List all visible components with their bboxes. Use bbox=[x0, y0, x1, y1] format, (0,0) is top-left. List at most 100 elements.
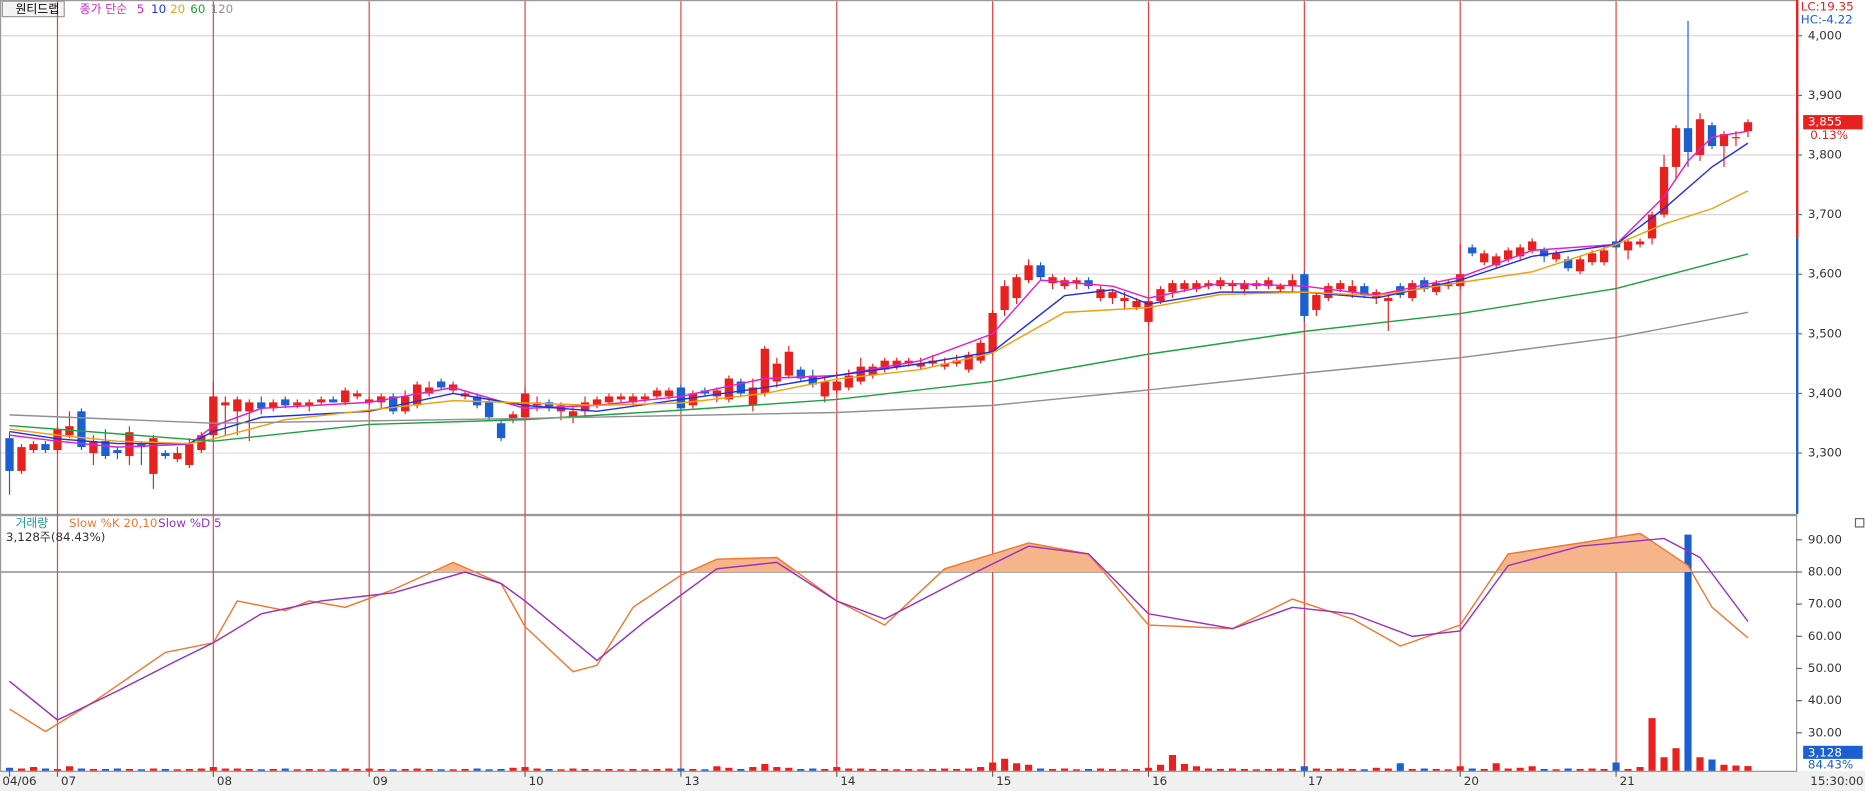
candle-body bbox=[53, 429, 62, 451]
candle-body bbox=[1228, 283, 1237, 287]
hc-label: HC:-4.22 bbox=[1801, 13, 1853, 27]
volume-bar bbox=[1432, 768, 1440, 771]
candle-body bbox=[832, 381, 841, 391]
candle-body bbox=[676, 387, 686, 409]
legend-entry[interactable]: 120 bbox=[211, 2, 234, 16]
candle-body bbox=[484, 402, 494, 418]
volume-bar bbox=[1720, 764, 1728, 771]
volume-bar bbox=[1144, 767, 1153, 771]
candle-body bbox=[1240, 283, 1249, 290]
volume-bar bbox=[1600, 768, 1608, 771]
volume-bar bbox=[221, 768, 229, 771]
volume-bar bbox=[677, 768, 685, 771]
candle-body bbox=[1587, 253, 1597, 263]
candle-body bbox=[1012, 277, 1021, 299]
volume-bar bbox=[461, 768, 469, 771]
volume-bar bbox=[581, 768, 589, 771]
volume-bar bbox=[401, 768, 409, 771]
volume-bar bbox=[1396, 763, 1404, 771]
candle-body bbox=[1180, 283, 1189, 290]
y-tick-label: 3,500 bbox=[1808, 326, 1842, 340]
volume-info: 3,128주(84.43%) bbox=[6, 530, 105, 544]
x-tick-label: 15 bbox=[996, 774, 1011, 788]
volume-bar bbox=[713, 766, 721, 771]
candle-body bbox=[976, 342, 985, 361]
volume-bar bbox=[1528, 766, 1536, 771]
x-tick-label: 09 bbox=[373, 774, 388, 788]
candle-body bbox=[1695, 119, 1705, 155]
volume-bar bbox=[929, 768, 937, 771]
volume-bar bbox=[1348, 768, 1356, 771]
candle-body bbox=[1264, 280, 1273, 287]
candle-body bbox=[1060, 280, 1069, 287]
legend-entry[interactable]: 10 bbox=[151, 2, 166, 16]
volume-bar bbox=[1744, 766, 1752, 771]
candle-body bbox=[233, 399, 242, 412]
candle-body bbox=[856, 366, 865, 382]
candle-body bbox=[1312, 295, 1321, 310]
candle-body bbox=[412, 384, 422, 406]
candle-body bbox=[281, 399, 290, 406]
candle-body bbox=[664, 390, 674, 397]
volume-bar bbox=[305, 768, 313, 771]
volume-bar bbox=[1276, 768, 1284, 771]
volume-bar bbox=[1049, 768, 1057, 771]
candle-body bbox=[377, 396, 386, 403]
volume-bar bbox=[881, 768, 889, 771]
volume-bar bbox=[1037, 768, 1045, 771]
candle-body bbox=[1192, 283, 1201, 290]
volume-bar bbox=[905, 768, 913, 771]
legend-entry[interactable]: 60 bbox=[190, 2, 205, 16]
volume-bar bbox=[821, 768, 829, 771]
volume-bar bbox=[1588, 768, 1596, 771]
volume-bar bbox=[77, 768, 86, 771]
title-box[interactable] bbox=[1, 0, 65, 18]
volume-bar bbox=[1312, 768, 1320, 771]
volume-bar bbox=[1612, 762, 1620, 771]
candle-body bbox=[89, 441, 98, 454]
panel-toggle[interactable] bbox=[1854, 518, 1865, 528]
volume-bar bbox=[1492, 763, 1500, 771]
volume-bar bbox=[869, 768, 877, 771]
volume-bar bbox=[797, 768, 805, 771]
x-tick-label: 04/06 bbox=[2, 774, 36, 788]
candle-body bbox=[1108, 292, 1117, 299]
candle-body bbox=[317, 399, 326, 403]
volume-bar bbox=[1576, 768, 1584, 771]
volume-bar bbox=[281, 768, 289, 771]
legend-entry[interactable]: 20 bbox=[170, 2, 185, 16]
volume-bar bbox=[209, 767, 217, 771]
candle-body bbox=[580, 402, 590, 412]
candle-body bbox=[1468, 247, 1477, 254]
candle-body bbox=[820, 381, 829, 397]
volume-bar bbox=[1732, 765, 1740, 771]
candle-body bbox=[628, 396, 638, 403]
volume-bar bbox=[1084, 768, 1093, 771]
volume-bar bbox=[941, 768, 949, 771]
candle-body bbox=[592, 399, 602, 406]
candle-body bbox=[1575, 259, 1585, 272]
volume-bar bbox=[197, 768, 205, 771]
candle-body bbox=[1000, 286, 1009, 310]
candle-body bbox=[1504, 250, 1513, 260]
volume-bar bbox=[425, 768, 433, 771]
legend-entry[interactable]: 5 bbox=[137, 2, 145, 16]
y-tick-label: 40.00 bbox=[1808, 693, 1842, 707]
volume-bar bbox=[161, 768, 169, 771]
candle-body bbox=[161, 453, 170, 457]
candle-body bbox=[616, 396, 626, 400]
volume-bar bbox=[689, 768, 697, 771]
volume-bar bbox=[557, 769, 565, 771]
volume-bar bbox=[1384, 768, 1392, 771]
candle-body bbox=[1324, 286, 1333, 299]
candle-body bbox=[293, 402, 302, 406]
candle-body bbox=[1516, 247, 1525, 257]
volume-bar bbox=[1252, 769, 1260, 771]
volume-bar bbox=[1684, 534, 1692, 771]
x-tick-label: 21 bbox=[1620, 774, 1635, 788]
candle-body bbox=[1432, 283, 1441, 293]
volume-bar bbox=[1168, 754, 1177, 771]
volume-bar bbox=[389, 769, 397, 771]
